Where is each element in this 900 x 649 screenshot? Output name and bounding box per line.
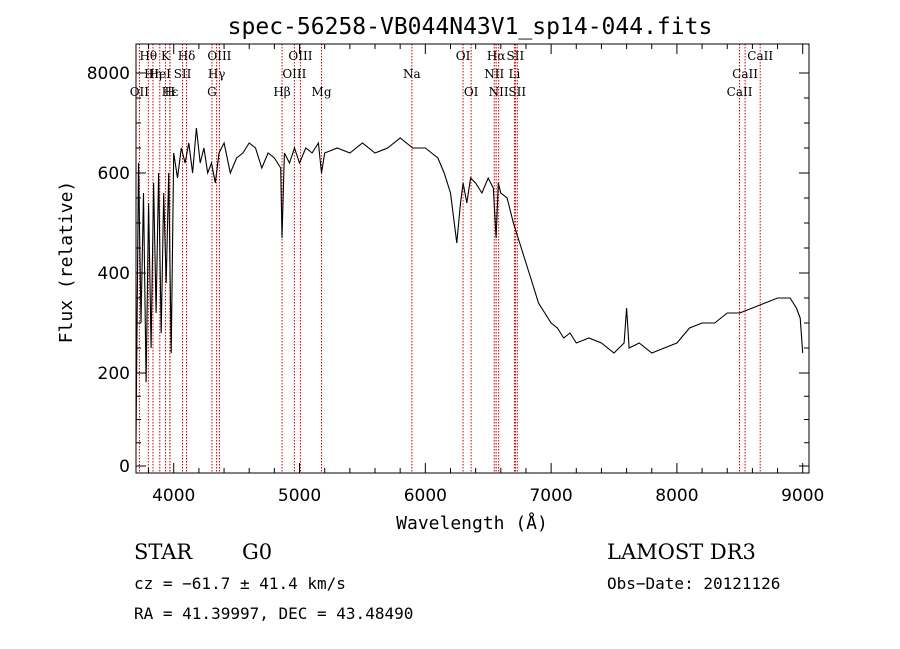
chart-title: spec-56258-VB044N43V1_sp14-044.fits [228,14,713,40]
x-axis-label: Wavelength (Å) [396,512,548,534]
emission-line-label: Hθ [139,49,157,63]
y-tick-label: 600 [98,164,130,184]
emission-line-label: OI [456,49,471,63]
emission-line-label: NII [484,67,504,81]
emission-line-label: OIII [288,49,312,63]
x-tick-label: 8000 [655,486,698,506]
emission-line-label: G [207,85,217,99]
emission-line-label: OIII [207,49,231,63]
observation-date: Obs−Date: 20121126 [607,574,781,593]
emission-line-label: SII [174,67,192,81]
emission-line-label: OIII [282,67,306,81]
x-tick-label: 6000 [404,486,447,506]
emission-line-label: SII [507,49,525,63]
x-tick-label: 5000 [278,486,321,506]
emission-line-label: Hβ [273,85,290,99]
y-tick-label: 8000 [87,64,130,84]
emission-line-label: K [161,49,171,63]
emission-line-label: Hη [144,67,162,81]
emission-line-label: Hδ [178,49,196,63]
y-tick-label: 0 [119,457,130,477]
emission-line-label: CaII [732,67,758,81]
emission-line-label: CaII [747,49,773,63]
emission-line-label: Na [403,67,421,81]
spectral-class: STAR [134,540,193,564]
x-tick-label: 9000 [781,486,824,506]
y-tick-label: 200 [98,364,130,384]
y-tick-label: 400 [98,264,130,284]
redshift-velocity: cz = −61.7 ± 41.4 km/s [134,574,346,593]
spectral-subclass: G0 [242,540,273,564]
survey-name: LAMOST DR3 [607,540,756,564]
emission-line-label: OII [130,85,150,99]
x-tick-label: 7000 [529,486,572,506]
emission-line-label: OI [464,85,479,99]
axis-ticks: 4000 5000 6000 7000 8000 9000 0 200 400 600 8000 [87,44,824,506]
emission-line-label: HeI [149,67,172,81]
emission-line-label: H [165,85,175,99]
emission-line-label: Hε [162,85,179,99]
emission-line-label: CaII [727,85,753,99]
emission-line-label: Hα [487,49,506,63]
emission-line-label: NII [489,85,509,99]
emission-line-markers [138,44,761,473]
emission-line-label: Hγ [208,67,226,81]
plot-frame [135,43,810,474]
coordinates: RA = 41.39997, DEC = 43.48490 [134,604,414,623]
spectrum-line [135,127,804,443]
emission-line-label: Li [508,67,520,81]
emission-line-label: SII [508,85,526,99]
emission-line-label: Mg [312,85,332,99]
x-tick-label: 4000 [152,486,195,506]
y-axis-label: Flux (relative) [56,181,77,344]
